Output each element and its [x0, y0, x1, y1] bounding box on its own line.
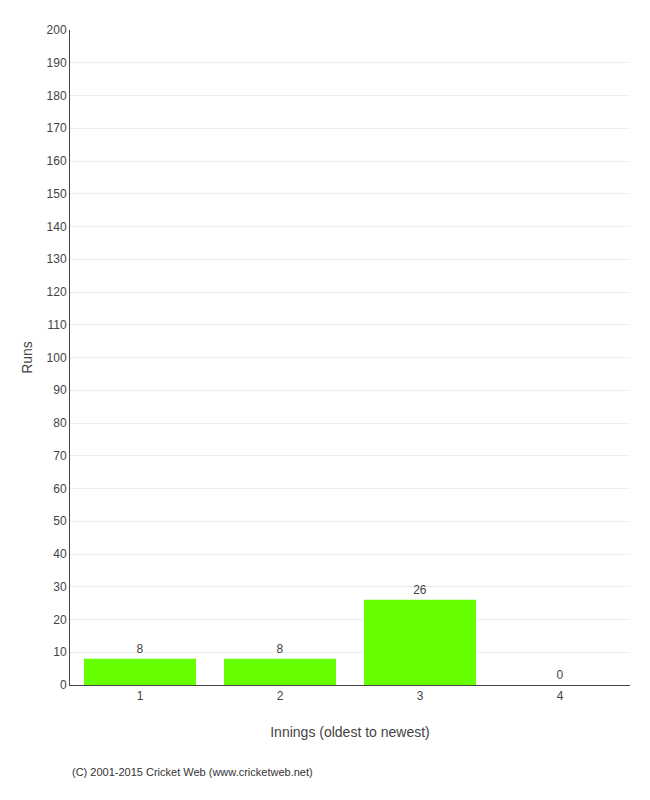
svg-text:170: 170 — [47, 121, 67, 135]
svg-text:8: 8 — [277, 642, 284, 656]
svg-text:200: 200 — [47, 23, 67, 37]
svg-text:80: 80 — [53, 416, 67, 430]
svg-text:150: 150 — [47, 187, 67, 201]
svg-text:2: 2 — [277, 689, 284, 703]
svg-text:10: 10 — [53, 645, 67, 659]
svg-text:180: 180 — [47, 89, 67, 103]
svg-text:Innings (oldest to newest): Innings (oldest to newest) — [270, 724, 430, 740]
svg-text:Runs: Runs — [19, 341, 35, 374]
svg-text:0: 0 — [60, 678, 67, 692]
svg-text:100: 100 — [47, 351, 67, 365]
svg-text:110: 110 — [47, 318, 66, 332]
svg-text:120: 120 — [47, 285, 67, 299]
svg-text:70: 70 — [53, 449, 67, 463]
svg-text:130: 130 — [47, 252, 67, 266]
svg-text:20: 20 — [53, 613, 67, 627]
svg-text:26: 26 — [413, 583, 427, 597]
svg-text:160: 160 — [47, 154, 67, 168]
svg-text:30: 30 — [53, 580, 67, 594]
svg-text:50: 50 — [53, 514, 67, 528]
svg-text:40: 40 — [53, 547, 67, 561]
svg-text:3: 3 — [417, 689, 424, 703]
svg-text:90: 90 — [53, 383, 67, 397]
svg-text:190: 190 — [47, 56, 67, 70]
svg-text:1: 1 — [137, 689, 144, 703]
svg-text:140: 140 — [47, 220, 67, 234]
svg-text:0: 0 — [557, 668, 564, 682]
svg-text:(C) 2001-2015 Cricket Web (www: (C) 2001-2015 Cricket Web (www.cricketwe… — [72, 766, 313, 778]
svg-text:4: 4 — [557, 689, 564, 703]
svg-text:60: 60 — [53, 482, 67, 496]
svg-text:8: 8 — [137, 642, 144, 656]
